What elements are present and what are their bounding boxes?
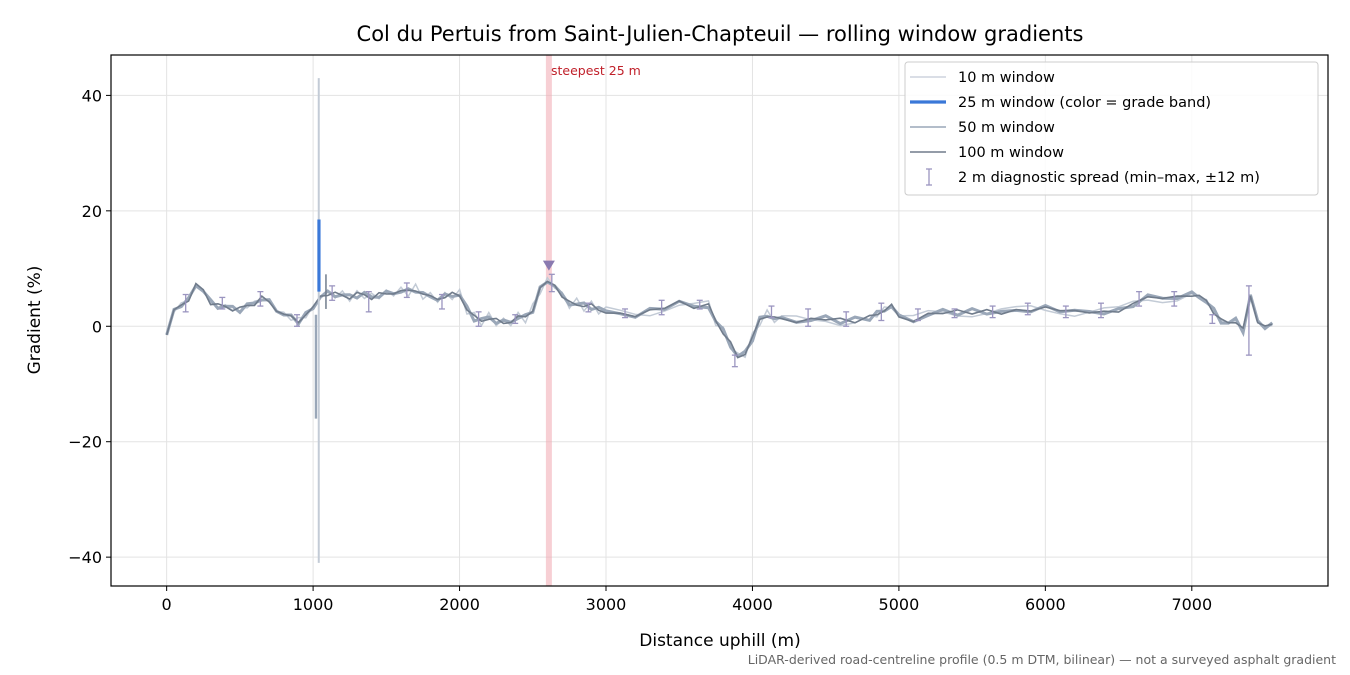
legend-box <box>904 61 1319 196</box>
y-tick-label: 20 <box>82 202 102 221</box>
steepest-band <box>545 55 552 586</box>
x-tick-label: 7000 <box>1171 595 1212 614</box>
series-layer <box>165 78 1274 563</box>
y-axis-label: Gradient (%) <box>25 266 45 375</box>
x-tick-label: 1000 <box>293 595 334 614</box>
x-tick-label: 2000 <box>439 595 480 614</box>
steepest-marker <box>542 260 555 271</box>
x-axis: 0 1000 2000 3000 4000 5000 6000 7000 <box>162 586 1212 614</box>
y-tick-label: 40 <box>82 86 102 105</box>
series-100m-line <box>165 280 1273 359</box>
spread-layer <box>182 260 1252 368</box>
chart-title: Col du Pertuis from Saint-Julien-Chapteu… <box>357 22 1084 46</box>
legend-label-w50: 50 m window <box>958 120 1055 136</box>
legend-label-w100: 100 m window <box>958 145 1064 161</box>
x-tick-label: 0 <box>162 595 172 614</box>
steepest-annotation: steepest 25 m <box>551 63 641 78</box>
footnote: LiDAR-derived road-centreline profile (0… <box>748 652 1336 667</box>
x-tick-label: 3000 <box>586 595 627 614</box>
x-tick-label: 5000 <box>879 595 920 614</box>
legend-label-spread: 2 m diagnostic spread (min–max, ±12 m) <box>958 170 1260 186</box>
legend-label-w25: 25 m window (color = grade band) <box>958 95 1211 111</box>
x-tick-label: 4000 <box>732 595 773 614</box>
y-tick-label: −40 <box>68 548 102 567</box>
x-tick-label: 6000 <box>1025 595 1066 614</box>
legend-label-w10: 10 m window <box>958 70 1055 86</box>
y-axis: −40 −20 0 20 40 <box>68 86 111 567</box>
y-tick-label: 0 <box>92 317 102 336</box>
plot-frame <box>110 54 1329 587</box>
legend: 10 m window 25 m window (color = grade ba… <box>904 61 1319 196</box>
y-tick-label: −20 <box>68 433 102 452</box>
x-axis-label: Distance uphill (m) <box>639 631 800 651</box>
steepest-highlight-layer <box>545 55 552 586</box>
